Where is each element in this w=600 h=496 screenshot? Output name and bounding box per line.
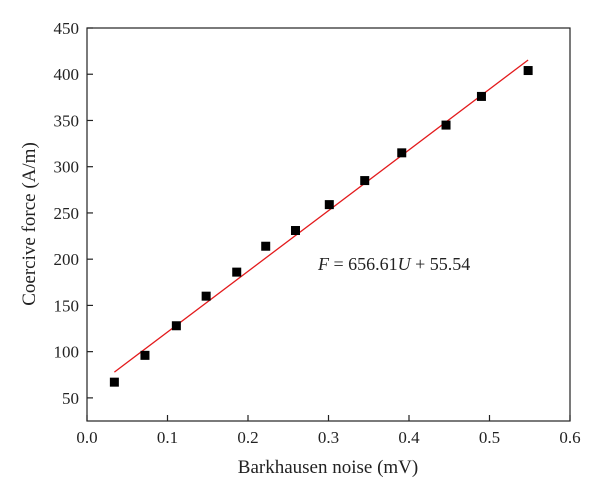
plot-area xyxy=(86,27,571,422)
data-point-square xyxy=(140,350,150,360)
y-tick-label: 50 xyxy=(62,389,79,408)
x-tick-label: 0.4 xyxy=(398,428,420,447)
data-point-square xyxy=(523,66,533,76)
data-point-square xyxy=(201,291,211,301)
y-tick-label: 200 xyxy=(54,250,80,269)
x-tick-label: 0.2 xyxy=(237,428,258,447)
equation-intercept: + 55.54 xyxy=(411,254,471,274)
y-tick-label: 450 xyxy=(54,19,80,38)
y-axis-ticks: 50 100 150 200 250 300 350 400 450 xyxy=(54,19,93,408)
fit-line xyxy=(113,59,529,373)
equation-var-f: F xyxy=(317,254,330,274)
x-tick-label: 0.1 xyxy=(157,428,178,447)
data-point-square xyxy=(261,241,271,251)
data-point-square xyxy=(232,267,242,277)
x-tick-label: 0.0 xyxy=(76,428,97,447)
x-axis-title: Barkhausen noise (mV) xyxy=(238,457,418,478)
data-point-square xyxy=(360,176,370,186)
data-point-square xyxy=(397,148,407,158)
data-point-square xyxy=(109,377,119,387)
data-point-square xyxy=(324,200,334,210)
y-tick-label: 100 xyxy=(54,343,80,362)
data-points xyxy=(109,66,533,387)
equation-coefficient: = 656.61 xyxy=(329,254,398,274)
x-tick-label: 0.5 xyxy=(479,428,500,447)
data-point-square xyxy=(476,91,486,101)
fit-line-group xyxy=(113,59,529,373)
data-point-square xyxy=(171,321,181,331)
fit-equation: F = 656.61U + 55.54 xyxy=(317,254,470,274)
data-point-square xyxy=(441,120,451,130)
equation-var-u: U xyxy=(398,254,412,274)
x-axis-ticks: 0.0 0.1 0.2 0.3 0.4 0.5 0.6 xyxy=(76,415,581,447)
y-tick-label: 350 xyxy=(54,111,80,130)
x-tick-label: 0.6 xyxy=(559,428,580,447)
y-axis-title: Coercive force (A/m) xyxy=(19,142,40,306)
x-tick-label: 0.3 xyxy=(318,428,339,447)
y-tick-label: 300 xyxy=(54,158,80,177)
y-tick-label: 250 xyxy=(54,204,80,223)
y-tick-label: 150 xyxy=(54,296,80,315)
y-tick-label: 400 xyxy=(54,65,80,84)
data-point-square xyxy=(290,226,300,236)
